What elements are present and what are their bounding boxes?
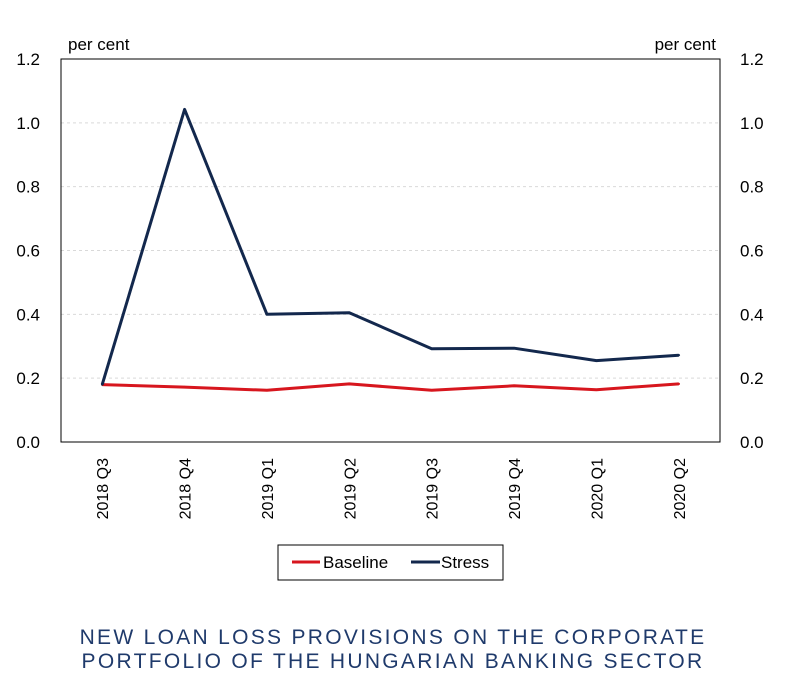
data-point-stress — [595, 359, 598, 362]
legend: Baseline Stress — [277, 544, 504, 581]
data-point-stress — [100, 383, 104, 386]
y-tick-right: 0.6 — [740, 242, 764, 261]
plot-area-frame — [60, 58, 721, 443]
chart-title-line-1: NEW LOAN LOSS PROVISIONS ON THE CORPORAT… — [79, 626, 707, 649]
y-tick-left: 0.4 — [16, 305, 40, 324]
data-point-stress — [348, 311, 351, 314]
y-axis-left: 0.0 0.2 0.4 0.6 0.8 1.0 1.2 — [16, 50, 40, 452]
data-point-baseline — [677, 382, 681, 386]
y-tick-left: 1.0 — [16, 114, 40, 133]
data-point-stress — [183, 108, 186, 111]
y-tick-right: 0.8 — [740, 178, 764, 197]
y-tick-left: 0.6 — [16, 242, 40, 261]
x-tick-label: 2019 Q3 — [425, 458, 442, 519]
data-point-stress — [430, 347, 433, 351]
x-tick-label: 2020 Q1 — [589, 458, 606, 519]
y-tick-right: 1.0 — [740, 114, 764, 133]
line-chart: 0.0 0.2 0.4 0.6 0.8 1.0 1.2 0.0 0.2 0.4 0.6 0.8 1.0… — [16, 35, 764, 581]
data-point-stress — [512, 346, 516, 350]
data-point-stress — [677, 353, 681, 357]
y-tick-left: 0.2 — [16, 369, 40, 388]
series-line-stress — [100, 107, 679, 386]
x-axis: 2018 Q3 2018 Q4 2019 Q1 2019 Q2 2019 Q3 2019 … — [95, 458, 689, 519]
x-tick-label: 2018 Q3 — [95, 458, 112, 519]
legend-label-baseline: Baseline — [323, 553, 388, 572]
y-tick-right: 1.2 — [740, 50, 764, 69]
x-tick-label: 2020 Q2 — [672, 458, 689, 519]
data-point-baseline — [265, 389, 269, 392]
x-tick-label: 2018 Q4 — [178, 458, 195, 519]
series-lines — [100, 107, 681, 392]
chart-title-line-2: PORTFOLIO OF THE HUNGARIAN BANKING SECTO… — [81, 650, 705, 673]
y-tick-left: 0.8 — [16, 178, 40, 197]
x-tick-label: 2019 Q2 — [342, 458, 359, 519]
y-tick-left: 0.0 — [16, 433, 40, 452]
x-tick-label: 2019 Q4 — [507, 458, 524, 519]
series-line-baseline — [102, 382, 679, 392]
x-tick-label: 2019 Q1 — [260, 458, 277, 519]
chart-title: NEW LOAN LOSS PROVISIONS ON THE CORPORAT… — [0, 626, 786, 674]
y-unit-right: per cent — [655, 35, 717, 54]
data-point-baseline — [430, 389, 433, 392]
data-point-baseline — [348, 382, 351, 386]
y-axis-right: 0.0 0.2 0.4 0.6 0.8 1.0 1.2 — [740, 50, 764, 452]
data-point-baseline — [595, 388, 598, 391]
gridlines — [61, 122, 720, 379]
data-point-baseline — [512, 384, 516, 388]
y-tick-right: 0.0 — [740, 433, 764, 452]
y-unit-left: per cent — [68, 35, 130, 54]
legend-label-stress: Stress — [441, 553, 489, 572]
y-tick-left: 1.2 — [16, 50, 40, 69]
y-tick-right: 0.4 — [740, 305, 764, 324]
y-tick-right: 0.2 — [740, 369, 764, 388]
data-point-baseline — [183, 385, 186, 389]
data-point-stress — [265, 313, 269, 316]
